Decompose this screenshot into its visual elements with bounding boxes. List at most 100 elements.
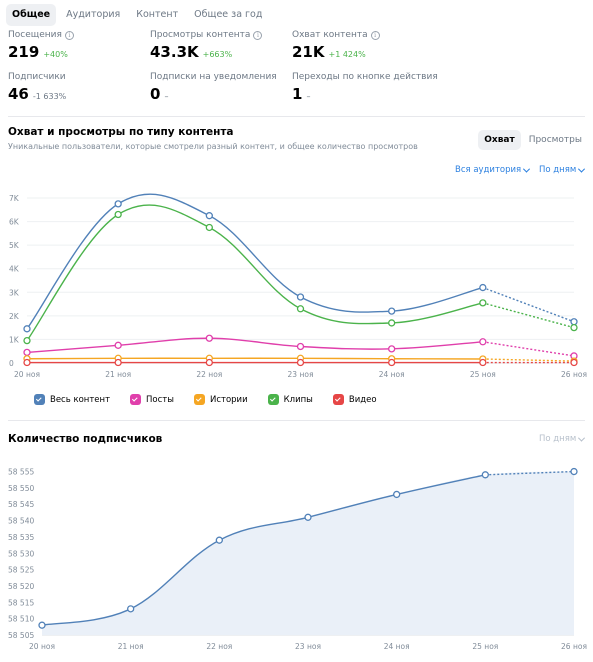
toggle-views[interactable]: Просмотры: [528, 135, 582, 145]
audience-dropdown[interactable]: Вся аудитория: [455, 165, 531, 175]
data-point-clips: [23, 336, 31, 345]
subs-section-title: Количество подписчиков: [8, 433, 163, 445]
checkbox-icon: [193, 394, 205, 405]
y-tick-label: 1K: [9, 335, 20, 344]
data-point-posts: [114, 341, 122, 349]
legend-label: Посты: [146, 394, 174, 405]
data-point: [570, 467, 578, 476]
period-dropdown[interactable]: По дням: [539, 165, 586, 175]
data-point-clips: [388, 319, 396, 327]
legend-clips[interactable]: Клипы: [267, 394, 313, 405]
legend-label: Клипы: [283, 394, 313, 405]
data-point: [215, 536, 223, 544]
legend-stories[interactable]: Истории: [193, 394, 248, 405]
legend-posts[interactable]: Посты: [130, 394, 174, 405]
y-tick-label: 58 510: [8, 615, 34, 624]
tab-general[interactable]: Общее: [6, 4, 57, 26]
y-tick-label: 58 520: [8, 582, 34, 591]
data-point-video: [23, 358, 31, 367]
stat-label: Переходы по кнопке действия: [292, 72, 438, 82]
data-point: [393, 490, 401, 499]
data-point-all: [479, 283, 487, 292]
series-line-posts: [26, 337, 483, 354]
stat-label: Подписки на уведомления: [150, 72, 277, 82]
y-tick-label: 0: [9, 359, 14, 368]
stat-visits: Посещения i 219 +40%: [8, 30, 148, 61]
toggle-reach[interactable]: Охват: [478, 130, 521, 150]
stat-label: Охват контента: [292, 30, 368, 40]
data-point-all: [296, 293, 305, 301]
x-tick-label: 26 ноя: [561, 370, 587, 379]
y-tick-label: 58 505: [8, 631, 34, 640]
subscribers-line-forecast: [485, 470, 575, 476]
data-point-all: [23, 325, 31, 333]
data-point-video: [296, 358, 305, 367]
stat-value: 46: [8, 85, 29, 103]
tab-content[interactable]: Контент: [136, 9, 179, 20]
legend-label: Истории: [209, 394, 248, 405]
legend-label: Видео: [348, 394, 377, 405]
subs-period-dropdown[interactable]: По дням: [539, 434, 586, 444]
data-point-all: [570, 318, 578, 326]
y-tick-label: 4K: [9, 265, 20, 274]
tab-year[interactable]: Общее за год: [194, 9, 263, 20]
stat-reach: Охват контента i 21K +1 424%: [292, 30, 432, 61]
data-point-clips: [479, 299, 487, 307]
chevron-down-icon: [578, 165, 586, 173]
x-tick-label: 24 ноя: [379, 370, 405, 379]
legend-video[interactable]: Видео: [332, 394, 377, 405]
y-tick-label: 58 540: [8, 517, 34, 526]
divider: [8, 420, 585, 421]
checkbox-icon: [267, 394, 279, 405]
y-tick-label: 2K: [9, 312, 20, 321]
data-point: [481, 471, 489, 479]
stat-delta: +663%: [202, 50, 233, 59]
stat-label: Посещения: [8, 30, 62, 40]
data-point-posts: [205, 334, 213, 342]
data-point-clips: [205, 223, 213, 232]
area-fill: [42, 471, 574, 635]
tab-audience[interactable]: Аудитория: [66, 9, 121, 20]
y-tick-label: 58 515: [8, 598, 34, 607]
y-tick-label: 3K: [9, 288, 20, 297]
legend-label: Весь контент: [50, 394, 111, 405]
checkbox-icon: [130, 394, 142, 405]
subs-period-label: По дням: [539, 434, 577, 444]
data-point-posts: [296, 342, 305, 351]
reach-section-title: Охват и просмотры по типу контента: [8, 126, 234, 138]
reach-section-subtitle: Уникальные пользователи, которые смотрел…: [8, 142, 418, 151]
checkbox-icon: [332, 394, 344, 405]
data-point-posts: [479, 338, 487, 346]
top-tabs: Общее Аудитория Контент Общее за год: [0, 4, 268, 26]
y-tick-label: 58 535: [8, 533, 34, 542]
data-point-clips: [296, 305, 305, 313]
stat-value: 43.3K: [150, 43, 199, 61]
data-point-clips: [570, 323, 578, 332]
info-icon[interactable]: i: [370, 30, 380, 40]
stat-delta: –: [164, 92, 169, 101]
stat-action-clicks: Переходы по кнопке действия 1–: [292, 72, 452, 103]
x-tick-label: 22 ноя: [206, 642, 232, 651]
data-point-video: [388, 358, 396, 367]
data-point-posts: [388, 345, 396, 353]
x-tick-label: 20 ноя: [29, 642, 55, 651]
data-point-video: [205, 358, 213, 367]
y-tick-label: 58 555: [8, 468, 34, 477]
chevron-down-icon: [523, 165, 531, 173]
legend-all[interactable]: Весь контент: [34, 394, 110, 405]
subscribers-chart: 58 505 58 510 58 515 58 520 58 525 58 530 58 5…: [8, 467, 587, 651]
x-tick-label: 23 ноя: [295, 642, 321, 651]
x-tick-label: 26 ноя: [561, 642, 587, 651]
series-line-forecast-stories: [482, 358, 575, 362]
reach-chart: 0 1K 2K 3K 4K 5K 6K 7K 20 ноя 21 ноя 22 ноя 23 ноя 2…: [9, 193, 587, 379]
info-icon[interactable]: i: [64, 30, 74, 40]
x-tick-label: 21 ноя: [105, 370, 131, 379]
data-point: [127, 605, 135, 613]
data-point-all: [205, 212, 213, 220]
info-icon[interactable]: i: [253, 30, 263, 40]
x-tick-label: 25 ноя: [470, 370, 496, 379]
series-line-forecast-clips: [482, 302, 575, 329]
x-tick-label: 21 ноя: [118, 642, 144, 651]
stat-value: 21K: [292, 43, 325, 61]
stat-views: Просмотры контента i 43.3K +663%: [150, 30, 290, 61]
